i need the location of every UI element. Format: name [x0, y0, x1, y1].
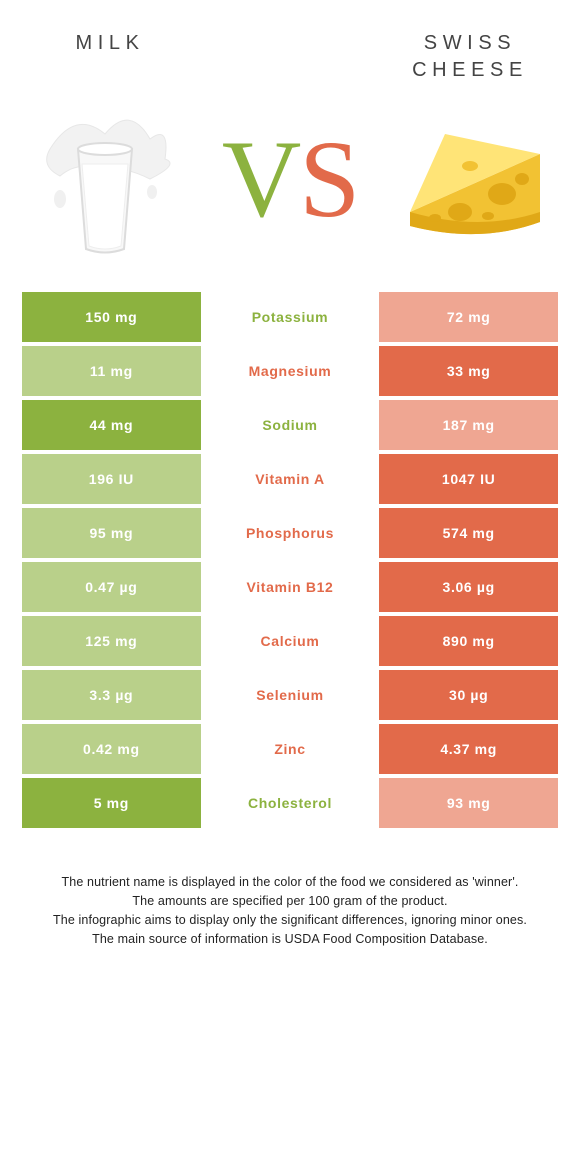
right-value: 93 mg: [379, 778, 558, 828]
food-right-image-cell: [380, 94, 570, 264]
vs-cell: VS: [200, 116, 380, 243]
footnote-line: The main source of information is USDA F…: [30, 931, 550, 948]
comparison-table: 150 mgPotassium72 mg11 mgMagnesium33 mg4…: [0, 292, 580, 828]
table-row: 11 mgMagnesium33 mg: [22, 346, 558, 396]
right-value: 3.06 µg: [379, 562, 558, 612]
footnote-line: The infographic aims to display only the…: [30, 912, 550, 929]
right-value: 30 µg: [379, 670, 558, 720]
table-row: 3.3 µgSelenium30 µg: [22, 670, 558, 720]
infographic-root: Milk Swiss Cheese VS: [0, 0, 580, 948]
left-value: 0.47 µg: [22, 562, 201, 612]
cheese-icon: [390, 94, 560, 264]
right-value: 1047 IU: [379, 454, 558, 504]
footnote-line: The amounts are specified per 100 gram o…: [30, 893, 550, 910]
left-value: 0.42 mg: [22, 724, 201, 774]
vs-label: VS: [222, 118, 358, 240]
vs-v: V: [222, 118, 299, 240]
footnote-line: The nutrient name is displayed in the co…: [30, 874, 550, 891]
left-value: 95 mg: [22, 508, 201, 558]
nutrient-label: Potassium: [201, 292, 380, 342]
table-row: 95 mgPhosphorus574 mg: [22, 508, 558, 558]
right-value: 4.37 mg: [379, 724, 558, 774]
food-left-title-cell: Milk: [20, 30, 200, 57]
left-value: 44 mg: [22, 400, 201, 450]
food-left-title: Milk: [20, 30, 200, 57]
table-row: 5 mgCholesterol93 mg: [22, 778, 558, 828]
right-value: 72 mg: [379, 292, 558, 342]
table-row: 125 mgCalcium890 mg: [22, 616, 558, 666]
nutrient-label: Vitamin B12: [201, 562, 380, 612]
vs-s: S: [299, 118, 358, 240]
table-row: 150 mgPotassium72 mg: [22, 292, 558, 342]
food-right-title: Swiss Cheese: [380, 30, 560, 84]
right-value: 33 mg: [379, 346, 558, 396]
nutrient-label: Vitamin A: [201, 454, 380, 504]
right-value: 574 mg: [379, 508, 558, 558]
nutrient-label: Cholesterol: [201, 778, 380, 828]
table-row: 0.47 µgVitamin B123.06 µg: [22, 562, 558, 612]
left-value: 11 mg: [22, 346, 201, 396]
right-value: 890 mg: [379, 616, 558, 666]
milk-icon: [20, 94, 190, 264]
nutrient-label: Selenium: [201, 670, 380, 720]
table-row: 44 mgSodium187 mg: [22, 400, 558, 450]
left-value: 125 mg: [22, 616, 201, 666]
right-value: 187 mg: [379, 400, 558, 450]
nutrient-label: Zinc: [201, 724, 380, 774]
header-row: Milk Swiss Cheese: [0, 0, 580, 84]
left-value: 3.3 µg: [22, 670, 201, 720]
left-value: 150 mg: [22, 292, 201, 342]
image-row: VS: [0, 84, 580, 292]
nutrient-label: Calcium: [201, 616, 380, 666]
nutrient-label: Sodium: [201, 400, 380, 450]
table-row: 196 IUVitamin A1047 IU: [22, 454, 558, 504]
nutrient-label: Magnesium: [201, 346, 380, 396]
left-value: 196 IU: [22, 454, 201, 504]
food-right-title-cell: Swiss Cheese: [380, 30, 560, 84]
left-value: 5 mg: [22, 778, 201, 828]
footnotes: The nutrient name is displayed in the co…: [0, 832, 580, 948]
food-left-image-cell: [10, 94, 200, 264]
table-row: 0.42 mgZinc4.37 mg: [22, 724, 558, 774]
nutrient-label: Phosphorus: [201, 508, 380, 558]
